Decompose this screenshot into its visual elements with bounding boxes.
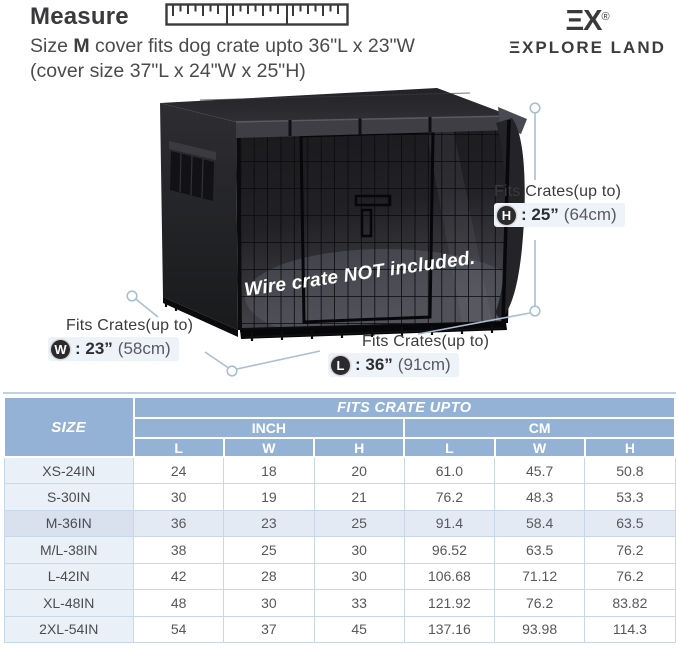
length-badge-icon: L [331,355,350,375]
cell-size: S-30IN [3,483,134,511]
brand-wordmark: ΞXPLORE LAND [509,38,666,57]
height-badge-icon: H [497,205,516,225]
dim-header-l: L [403,437,496,458]
dim-header-w: W [493,437,586,458]
width-label: Fits Crates(up to) [66,317,194,334]
dimension-endpoints [126,102,541,377]
size-column-header: SIZE [3,396,135,458]
table-row: M-36IN 36 23 25 91.4 58.4 63.5 [3,509,676,537]
table-top-divider [3,392,676,394]
door-latch [354,194,392,207]
cell-size: 2XL-54IN [3,615,134,643]
dim-header-l: L [132,437,225,458]
brand-logo: ΞX® ΞXPLORE LAND [500,2,675,58]
fit-line: Size M cover fits dog crate upto 36"L x … [30,35,415,57]
width-annotation: Fits Crates(up to) W : 23” (58cm) [48,317,193,361]
table-row: S-30IN 30 19 21 76.2 48.3 53.3 [3,483,676,511]
width-badge-icon: W [51,339,70,359]
top-cover-panel [160,88,527,138]
ruler-icon [165,3,349,26]
height-label: Fits Crates(up to) [494,183,622,200]
dim-header-w: W [222,437,316,458]
table-row: XS-24IN 24 18 20 61.0 45.7 50.8 [3,456,676,484]
front-wire-panel [236,117,514,332]
table-row: XL-48IN 48 30 33 121.92 76.2 83.82 [3,589,676,617]
cell-size: M-36IN [3,509,134,537]
width-value: W : 23” (58cm) [48,337,179,361]
size-chart: SIZE FITS CRATE UPTO INCH CM L W H L W H… [3,392,677,643]
length-annotation: Fits Crates(up to) L : 36” (91cm) [328,333,489,377]
table-row: L-42IN 42 28 30 106.68 71.12 76.2 [3,562,676,590]
crate-base [164,299,507,341]
cell-size: XS-24IN [3,456,134,484]
length-label: Fits Crates(up to) [362,333,490,350]
cm-header: CM [403,417,676,439]
table-title: FITS CRATE UPTO [132,396,676,419]
product-size-description: Size M cover fits dog crate upto 36"L x … [30,34,415,83]
height-annotation: Fits Crates(up to) H : 25” (64cm) [494,183,625,227]
length-value: L : 36” (91cm) [328,353,459,377]
cell-size: L-42IN [3,562,134,590]
window-flap [169,141,216,160]
cell-size: M/L-38IN [3,536,134,564]
brand-mark-icon: ΞX® [565,5,610,37]
table-row: M/L-38IN 38 25 30 96.52 63.5 76.2 [3,536,676,564]
dim-header-h: H [583,437,677,458]
cover-size-line: (cover size 37"L x 24"W x 25"H) [30,59,306,82]
inch-header: INCH [132,417,406,439]
size-table: SIZE FITS CRATE UPTO INCH CM L W H L W H… [3,396,677,643]
table-row: 2XL-54IN 54 37 45 137.16 93.98 114.3 [3,615,676,643]
cell-size: XL-48IN [3,589,134,617]
height-value: H : 25” (64cm) [494,203,625,227]
measure-heading: Measure [30,3,129,30]
dim-header-h: H [312,437,406,458]
left-cover-panel [160,103,238,337]
